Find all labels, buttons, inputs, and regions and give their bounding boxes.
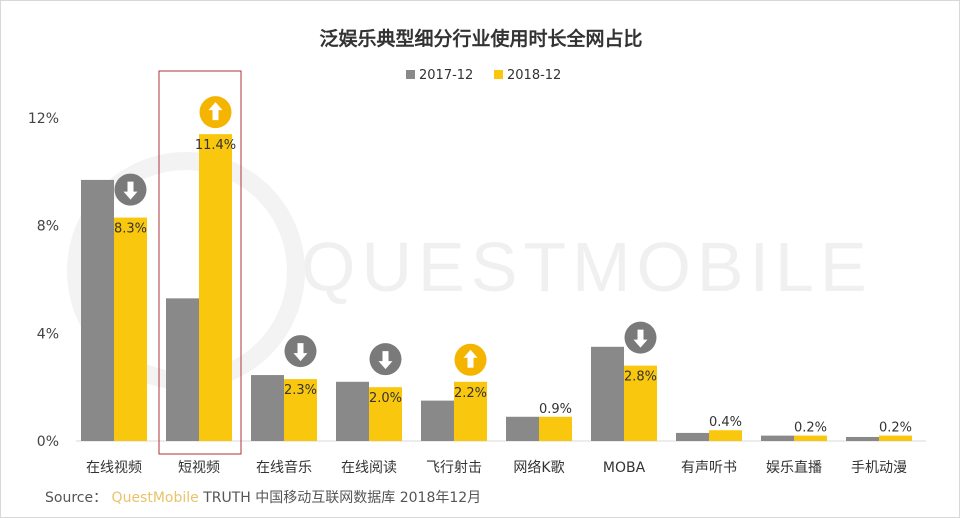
bar-2017-12-娱乐直播 [761, 435, 794, 441]
watermark-text: QUESTMOBILE [301, 228, 873, 306]
down-arrow-icon-glyph [293, 343, 308, 362]
data-label: 2.3% [284, 383, 317, 398]
down-arrow-icon-glyph [123, 181, 138, 200]
x-tick-label: 在线视频 [86, 460, 142, 476]
x-tick-label: 有声听书 [681, 460, 737, 476]
bar-2017-12-手机动漫 [846, 436, 879, 441]
bar-2017-12-在线阅读 [336, 381, 369, 441]
y-tick-label: 12% [28, 111, 59, 127]
up-arrow-icon-glyph [463, 349, 478, 368]
y-tick-label: 4% [37, 326, 59, 342]
bar-2017-12-在线视频 [81, 179, 114, 442]
bar-2017-12-在线音乐 [251, 375, 284, 441]
x-tick-label: 在线音乐 [256, 459, 312, 476]
source-text: TRUTH 中国移动互联网数据库 2018年12月 [203, 490, 482, 506]
bar-2017-12-有声听书 [676, 432, 709, 441]
up-arrow-icon-glyph [208, 102, 223, 121]
data-label: 0.2% [794, 421, 827, 436]
x-tick-label: MOBA [603, 460, 646, 476]
source-brand: QuestMobile [111, 490, 199, 506]
y-tick-label: 8% [37, 219, 59, 235]
legend-label-2017-12: 2017-12 [419, 68, 473, 83]
x-tick-label: 短视频 [178, 460, 220, 476]
bar-2018-12-在线音乐 [284, 379, 317, 441]
x-tick-label: 在线阅读 [341, 459, 397, 476]
data-label: 2.8% [624, 370, 657, 385]
bar-2018-12-MOBA [624, 365, 657, 441]
bar-2017-12-MOBA [591, 346, 624, 441]
data-label: 2.2% [454, 386, 487, 401]
down-arrow-icon-glyph [378, 351, 393, 370]
x-tick-label: 手机动漫 [851, 460, 907, 476]
bar-2018-12-网络K歌 [539, 416, 572, 441]
bar-2018-12-在线视频 [114, 217, 147, 441]
legend-label-2018-12: 2018-12 [507, 68, 561, 83]
bar-2018-12-短视频 [199, 134, 232, 441]
y-tick-label: 0% [37, 434, 59, 450]
data-label: 0.4% [709, 415, 742, 430]
source-label: Source： [45, 490, 108, 506]
highlight-box [158, 70, 242, 455]
data-label: 2.0% [369, 391, 402, 406]
bar-2018-12-在线阅读 [369, 387, 402, 441]
bar-2018-12-飞行射击 [454, 381, 487, 441]
legend-swatch-2018-12 [494, 70, 503, 79]
chart-title: 泛娱乐典型细分行业使用时长全网占比 [319, 27, 642, 50]
bar-2018-12-娱乐直播 [794, 435, 827, 441]
data-label: 8.3% [114, 222, 147, 237]
x-tick-label: 娱乐直播 [766, 459, 822, 476]
data-label: 0.9% [539, 402, 572, 417]
data-label: 0.2% [879, 421, 912, 436]
bar-2017-12-网络K歌 [506, 416, 539, 441]
x-tick-label: 飞行射击 [426, 460, 482, 476]
source-note: Source： QuestMobile TRUTH 中国移动互联网数据库 201… [45, 487, 481, 507]
legend-swatch-2017-12 [406, 70, 415, 79]
bar-2017-12-短视频 [166, 298, 199, 441]
down-arrow-icon-glyph [633, 329, 648, 348]
bar-2018-12-手机动漫 [879, 435, 912, 441]
bar-2017-12-飞行射击 [421, 400, 454, 441]
bar-2018-12-有声听书 [709, 430, 742, 441]
data-label: 11.4% [195, 138, 236, 153]
x-tick-label: 网络K歌 [513, 460, 564, 476]
